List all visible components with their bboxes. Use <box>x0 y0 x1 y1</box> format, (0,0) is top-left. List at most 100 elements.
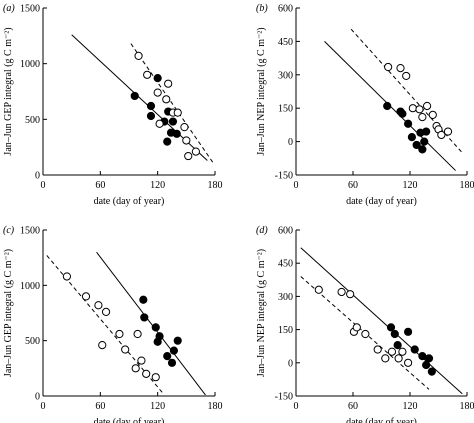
panel-d-open-point <box>404 358 413 367</box>
panel-d-y-tick-label: 300 <box>278 292 293 303</box>
panel-c-filled-point <box>140 313 149 322</box>
panel-c-y-axis-label: Jan–Jun GEP integral (g C m⁻²) <box>3 249 14 377</box>
panel-c-filled-point <box>151 323 160 332</box>
panel-a-open-point <box>191 147 200 156</box>
panel-d-x-tick-label: 60 <box>348 401 358 412</box>
panel-a-filled-point <box>146 101 156 111</box>
panel-d-filled-point <box>424 354 434 363</box>
panel-c-y-tick-label: 1500 <box>20 226 40 237</box>
panel-c-open-point <box>98 340 107 350</box>
panel-d-open-point <box>398 347 407 356</box>
panel-d-filled-point <box>418 352 427 361</box>
panel-d-open-point <box>346 290 355 299</box>
panel-a-open-point <box>182 136 191 145</box>
panel-a-filled-point <box>163 137 172 146</box>
panel-a-y-tick-label: 500 <box>25 115 40 126</box>
panel-b-filled-point <box>383 101 392 111</box>
panel-c-y-tick-label: 500 <box>25 336 40 347</box>
panel-c-filled-point <box>169 346 179 355</box>
panel-b-filled-point <box>398 109 407 118</box>
panel-a-open-point <box>164 79 173 88</box>
panel-c-label: (c) <box>3 225 15 236</box>
panel-c-open-point <box>101 307 111 316</box>
panel-d-solid-fit-line <box>300 247 463 395</box>
panel-b-y-tick-label: 600 <box>278 4 293 15</box>
panel-c-filled-point <box>173 336 182 345</box>
panel-b-open-point <box>396 64 405 73</box>
panel-c-filled-point <box>155 332 164 341</box>
panel-a-x-tick-label: 0 <box>41 180 46 191</box>
panel-c-open-point <box>133 329 142 339</box>
panel-a-open-point <box>153 88 162 97</box>
panel-a-dashed-fit-line <box>130 43 214 164</box>
panel-a-filled-point <box>130 91 139 101</box>
panel-d-y-tick-label: 0 <box>288 358 293 369</box>
panel-c-open-point <box>81 292 91 301</box>
panel-a: 0 60 120 180 0 500 1000 1500 (a) date (day of yea… <box>3 3 223 207</box>
panel-c-open-point <box>137 356 146 365</box>
panel-c-open-point <box>62 272 71 281</box>
panel-b-filled-point <box>422 127 431 136</box>
panel-b-filled-point <box>407 133 416 142</box>
panel-b-y-tick-label: -150 <box>275 171 293 182</box>
panel-b-x-axis-label: date (day of year) <box>346 196 417 207</box>
panel-a-open-point <box>173 108 182 117</box>
panel-d-filled-point <box>393 340 402 350</box>
panel-a-y-tick-label: 0 <box>35 171 40 182</box>
panel-d-y-tick-label: -150 <box>275 392 293 403</box>
panel-d-filled-point <box>390 329 399 339</box>
panel-d-open-point <box>381 354 390 363</box>
panel-a-filled-point <box>146 111 156 121</box>
panel-a-y-axis-label: Jan–Jun GEP integral (g C m⁻²) <box>3 27 14 155</box>
panel-b-x-tick-label: 60 <box>348 180 358 191</box>
panel-b-open-point <box>428 110 437 119</box>
panel-a-open-point <box>162 95 171 104</box>
panel-d-filled-point <box>386 323 396 332</box>
panel-b-open-point <box>443 127 453 136</box>
panel-b-y-tick-label: 150 <box>278 104 293 115</box>
panel-d-open-point <box>394 354 403 363</box>
panel-a-open-point <box>180 123 189 132</box>
panel-c-open-point <box>131 364 140 373</box>
panel-d-x-tick-label: 180 <box>460 401 474 412</box>
panel-a-x-axis-label: date (day of year) <box>94 196 165 207</box>
panel-b-filled-point <box>420 137 429 146</box>
panel-a-open-point <box>155 119 164 128</box>
panel-a-label: (a) <box>3 3 15 14</box>
panel-b-x-tick-label: 180 <box>460 180 474 191</box>
panel-c-x-tick-label: 60 <box>95 401 105 412</box>
panel-d-filled-point <box>422 360 431 370</box>
panel-c-solid-fit-line <box>96 251 206 396</box>
panel-d-filled-point <box>427 367 436 376</box>
panel-b-filled-point <box>412 140 421 150</box>
panel-c-open-point <box>115 329 124 339</box>
panel-d-open-point <box>352 323 361 332</box>
panel-d-y-tick-label: 600 <box>278 226 293 237</box>
panel-d-open-point <box>373 345 382 354</box>
panel-a-filled-point <box>172 129 181 138</box>
panel-b-open-point <box>415 105 424 114</box>
panel-b-y-tick-label: 300 <box>278 70 293 81</box>
panel-c-open-point <box>94 301 103 310</box>
panel-a-x-tick-label: 180 <box>208 180 223 191</box>
panel-d-x-tick-label: 0 <box>294 401 299 412</box>
panel-d-x-tick-label: 120 <box>403 401 418 412</box>
panel-c-x-tick-label: 0 <box>41 401 46 412</box>
panel-a-x-tick-label: 120 <box>150 180 165 191</box>
panel-b-open-point <box>418 113 427 122</box>
panel-b-x-tick-label: 120 <box>403 180 418 191</box>
panel-a-open-point <box>134 51 143 60</box>
panel-b-y-tick-label: 450 <box>278 37 293 48</box>
panel-a-y-tick-label: 1500 <box>20 4 40 15</box>
panel-d-filled-point <box>410 345 419 354</box>
panel-b-open-point <box>423 101 432 111</box>
panel-a-y-tick-label: 1000 <box>20 59 40 70</box>
panel-b-open-point <box>408 104 417 113</box>
panel-b-label: (b) <box>256 3 268 14</box>
panel-b-open-point <box>402 71 411 81</box>
panel-b-x-tick-label: 0 <box>294 180 299 191</box>
panel-c-open-point <box>121 345 130 354</box>
panel-d-y-axis-label: Jan–Jun NEP integral (g C m⁻²) <box>256 249 267 377</box>
panel-c: 0 60 120 180 0 500 1000 1500 (c) date (day of yea… <box>3 225 223 423</box>
panel-b-filled-point <box>418 145 427 154</box>
